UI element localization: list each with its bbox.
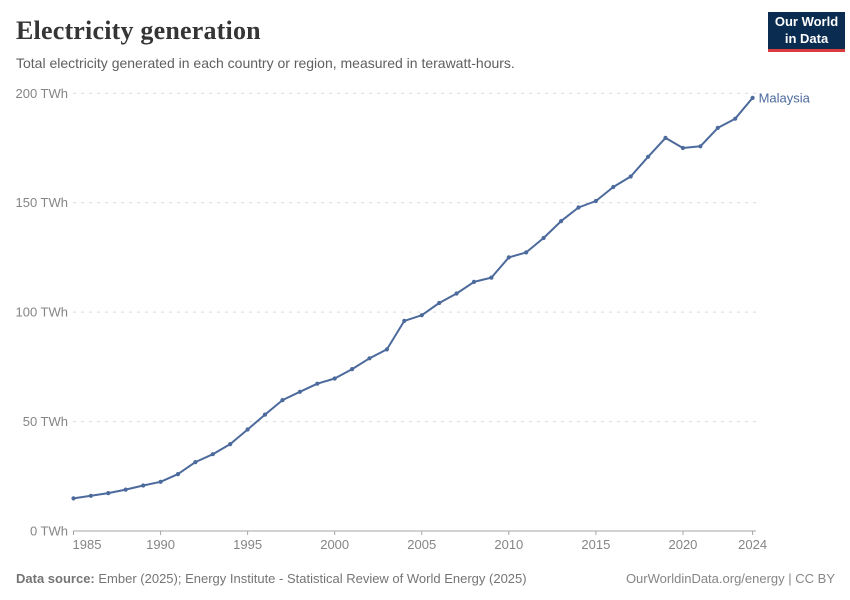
- data-point[interactable]: [593, 198, 599, 204]
- x-axis-tick-label: 2024: [738, 537, 767, 552]
- data-point[interactable]: [419, 313, 424, 318]
- data-point[interactable]: [245, 427, 250, 432]
- data-point[interactable]: [228, 442, 233, 447]
- x-axis-tick-label: 2000: [320, 537, 349, 552]
- data-source-note: Data source: Ember (2025); Energy Instit…: [16, 571, 527, 586]
- data-point[interactable]: [367, 356, 372, 361]
- data-point[interactable]: [332, 376, 337, 381]
- data-point[interactable]: [663, 135, 668, 140]
- x-axis-tick-label: 1985: [73, 537, 102, 552]
- owid-logo[interactable]: Our World in Data: [768, 12, 845, 52]
- data-point[interactable]: [524, 250, 529, 255]
- data-point[interactable]: [158, 479, 163, 484]
- x-axis-tick-label: 1995: [233, 537, 262, 552]
- data-point[interactable]: [733, 116, 738, 121]
- data-point[interactable]: [750, 95, 755, 100]
- data-point[interactable]: [384, 347, 389, 352]
- data-point[interactable]: [315, 381, 320, 386]
- data-point[interactable]: [680, 145, 686, 151]
- data-point[interactable]: [402, 318, 407, 323]
- y-axis-tick-label: 0 TWh: [30, 524, 68, 539]
- data-point[interactable]: [559, 219, 564, 224]
- owid-logo-line2: in Data: [784, 30, 829, 46]
- x-axis-tick-label: 2015: [581, 537, 610, 552]
- data-point[interactable]: [193, 460, 198, 465]
- data-point[interactable]: [506, 255, 511, 260]
- chart-line-malaysia[interactable]: [72, 96, 754, 500]
- owid-credit-link[interactable]: OurWorldinData.org/energy | CC BY: [625, 571, 835, 586]
- data-point[interactable]: [471, 279, 477, 284]
- owid-logo-line1: Our World: [774, 13, 839, 29]
- chart-header: Electricity generation Total electricity…: [16, 16, 750, 71]
- x-axis-tick-label: 1990: [146, 537, 175, 552]
- data-point[interactable]: [698, 144, 703, 149]
- x-axis-tick-label: 2010: [494, 537, 523, 552]
- data-point[interactable]: [123, 487, 128, 492]
- data-point[interactable]: [611, 184, 616, 190]
- data-point[interactable]: [297, 389, 302, 394]
- y-axis-tick-label: 150 TWh: [15, 195, 68, 210]
- data-point[interactable]: [106, 491, 111, 496]
- data-point[interactable]: [576, 205, 581, 210]
- data-point[interactable]: [71, 496, 76, 501]
- data-point[interactable]: [489, 275, 494, 280]
- chart-footer: Data source: Ember (2025); Energy Instit…: [16, 571, 835, 586]
- data-point[interactable]: [454, 291, 459, 296]
- data-point[interactable]: [715, 125, 720, 130]
- data-source-label: Data source:: [16, 571, 95, 586]
- chart-subtitle: Total electricity generated in each coun…: [16, 55, 515, 71]
- y-axis-tick-label: 200 TWh: [15, 86, 68, 101]
- data-point[interactable]: [646, 154, 651, 159]
- data-point[interactable]: [541, 235, 546, 241]
- x-axis-tick-label: 2020: [668, 537, 697, 552]
- y-axis-tick-label: 100 TWh: [15, 305, 68, 320]
- data-point[interactable]: [628, 174, 633, 179]
- data-point[interactable]: [280, 398, 285, 403]
- chart-title: Electricity generation: [16, 16, 261, 45]
- x-axis-tick-label: 2005: [407, 537, 436, 552]
- data-point[interactable]: [437, 300, 442, 306]
- data-point[interactable]: [175, 472, 181, 477]
- y-axis-tick-label: 50 TWh: [23, 414, 68, 429]
- data-point[interactable]: [350, 367, 355, 372]
- data-point[interactable]: [210, 452, 215, 457]
- data-point[interactable]: [88, 493, 93, 498]
- entity-label[interactable]: Malaysia: [759, 90, 811, 105]
- data-source-text: Ember (2025); Energy Institute - Statist…: [98, 571, 527, 586]
- data-point[interactable]: [262, 412, 268, 417]
- data-point[interactable]: [141, 483, 146, 488]
